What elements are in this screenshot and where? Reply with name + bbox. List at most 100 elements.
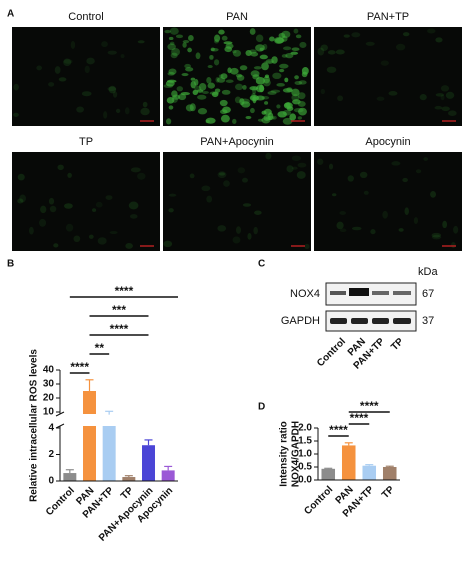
cell — [19, 194, 27, 203]
cell — [296, 171, 306, 179]
cell — [169, 41, 175, 46]
cell — [49, 205, 57, 213]
cell — [440, 94, 445, 101]
cell — [339, 228, 347, 233]
cell — [81, 91, 92, 97]
cell — [278, 32, 286, 39]
cell — [326, 66, 337, 73]
cell — [220, 73, 228, 80]
panel-label: D — [258, 402, 265, 413]
bar — [161, 470, 175, 481]
cell — [347, 175, 354, 182]
cell — [189, 103, 196, 112]
cell — [431, 234, 442, 240]
cell — [264, 101, 269, 105]
cell — [101, 41, 108, 48]
cell — [286, 165, 294, 173]
cell — [297, 116, 302, 120]
cell — [297, 100, 306, 107]
cell — [281, 54, 288, 58]
cell — [430, 190, 437, 198]
image-title: TP — [79, 136, 93, 148]
blot-kda: 67 — [422, 288, 434, 300]
cell — [365, 41, 375, 46]
cell — [241, 101, 251, 108]
cell — [195, 52, 201, 60]
cell — [129, 214, 138, 219]
cell — [263, 76, 270, 84]
cell — [232, 49, 242, 57]
cell — [434, 105, 443, 110]
cell — [252, 86, 257, 95]
blot-kda: 37 — [422, 315, 434, 327]
cell — [298, 80, 307, 85]
cell — [107, 86, 117, 91]
significance-label: *** — [112, 303, 126, 317]
cell — [245, 115, 252, 120]
cell — [190, 80, 196, 89]
cell — [277, 111, 287, 118]
panel-label: A — [7, 9, 14, 20]
cell — [48, 82, 55, 87]
break-mark — [55, 411, 65, 417]
cell — [261, 117, 271, 124]
cell — [171, 48, 180, 56]
cell — [255, 34, 264, 43]
cell — [380, 60, 389, 66]
cell — [242, 177, 248, 183]
y-axis-label: NOX4/GAPDH — [291, 421, 302, 487]
cell — [140, 107, 150, 116]
image-title: PAN+TP — [367, 11, 409, 23]
blot-row-label: GAPDH — [281, 315, 320, 327]
cell — [252, 96, 257, 104]
cell — [276, 104, 281, 109]
cell — [398, 228, 404, 232]
cell — [112, 91, 118, 98]
cell — [234, 83, 244, 91]
cell — [168, 68, 177, 75]
cell — [109, 230, 118, 235]
cell — [291, 155, 301, 161]
cell — [376, 96, 385, 101]
cell — [120, 53, 125, 59]
blot-image — [325, 282, 417, 332]
cell — [267, 91, 277, 95]
cell — [295, 34, 302, 39]
cell — [294, 80, 303, 85]
cell — [163, 240, 173, 248]
significance-label: ** — [95, 341, 105, 355]
break-mark — [55, 423, 65, 429]
cell — [320, 44, 328, 51]
cell — [54, 66, 61, 74]
bar — [382, 467, 397, 480]
cell — [124, 107, 130, 115]
cell — [197, 108, 208, 115]
cell — [351, 32, 361, 38]
cell — [257, 118, 264, 122]
y-tick-label: 20 — [43, 393, 55, 404]
cell — [440, 85, 450, 92]
micrograph — [12, 152, 160, 251]
cell — [267, 112, 274, 121]
cell — [48, 197, 55, 205]
image-title: Apocynin — [365, 136, 410, 148]
cell — [219, 99, 228, 107]
cell — [206, 76, 212, 84]
image-title: Control — [68, 11, 103, 23]
cell — [402, 177, 408, 183]
cell — [282, 46, 292, 51]
y-tick-label: 0.5 — [298, 462, 312, 473]
cell — [168, 193, 177, 197]
cell — [328, 163, 334, 170]
cell — [40, 205, 47, 214]
cell — [217, 171, 227, 179]
cell — [182, 40, 190, 44]
cell — [327, 50, 336, 55]
cell — [304, 243, 310, 250]
cell — [172, 94, 181, 100]
bar — [102, 414, 116, 481]
cell — [175, 34, 184, 39]
cell — [108, 85, 117, 94]
cell — [264, 60, 274, 64]
